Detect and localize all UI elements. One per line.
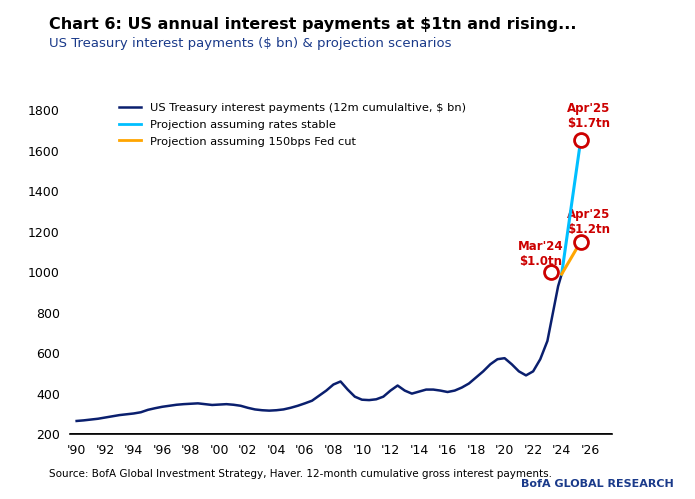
Text: Mar'24
$1.0tn: Mar'24 $1.0tn <box>518 240 564 268</box>
Text: Apr'25
$1.7tn: Apr'25 $1.7tn <box>567 102 610 130</box>
Text: BofA GLOBAL RESEARCH: BofA GLOBAL RESEARCH <box>521 479 674 489</box>
Text: Apr'25
$1.2tn: Apr'25 $1.2tn <box>567 208 610 236</box>
Legend: US Treasury interest payments (12m cumulaltive, $ bn), Projection assuming rates: US Treasury interest payments (12m cumul… <box>119 102 466 147</box>
Text: Chart 6: US annual interest payments at $1tn and rising...: Chart 6: US annual interest payments at … <box>49 17 576 32</box>
Text: US Treasury interest payments ($ bn) & projection scenarios: US Treasury interest payments ($ bn) & p… <box>49 37 451 50</box>
Text: Source: BofA Global Investment Strategy, Haver. 12-month cumulative gross intere: Source: BofA Global Investment Strategy,… <box>49 469 552 479</box>
